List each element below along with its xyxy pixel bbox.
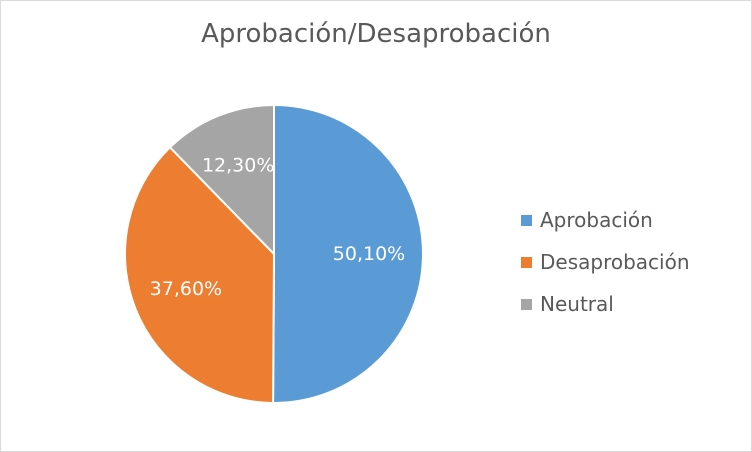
legend-label-desaprobacion: Desaprobación — [540, 250, 690, 274]
chart-title: Aprobación/Desaprobación — [201, 19, 551, 49]
pie-slices — [124, 103, 424, 405]
pie-slice-aprobacion — [272, 103, 424, 404]
pie-slice-neutral — [168, 103, 275, 257]
pie-data-labels: 50,10% 37,60% 12,30% — [150, 155, 406, 301]
pie-slice-desaprobacion — [124, 145, 276, 405]
legend-item-aprobacion: Aprobación — [521, 199, 690, 241]
legend-item-desaprobacion: Desaprobación — [521, 241, 690, 283]
legend-label-aprobacion: Aprobación — [540, 208, 653, 232]
legend-item-neutral: Neutral — [521, 283, 690, 325]
data-label-neutral: 12,30% — [202, 155, 274, 177]
legend-swatch-desaprobacion — [521, 256, 532, 268]
legend-swatch-neutral — [521, 298, 532, 310]
data-label-aprobacion: 50,10% — [333, 243, 405, 265]
legend-label-neutral: Neutral — [540, 292, 614, 316]
legend: Aprobación Desaprobación Neutral — [521, 199, 690, 325]
data-label-desaprobacion: 37,60% — [150, 278, 222, 300]
legend-swatch-aprobacion — [521, 214, 532, 226]
